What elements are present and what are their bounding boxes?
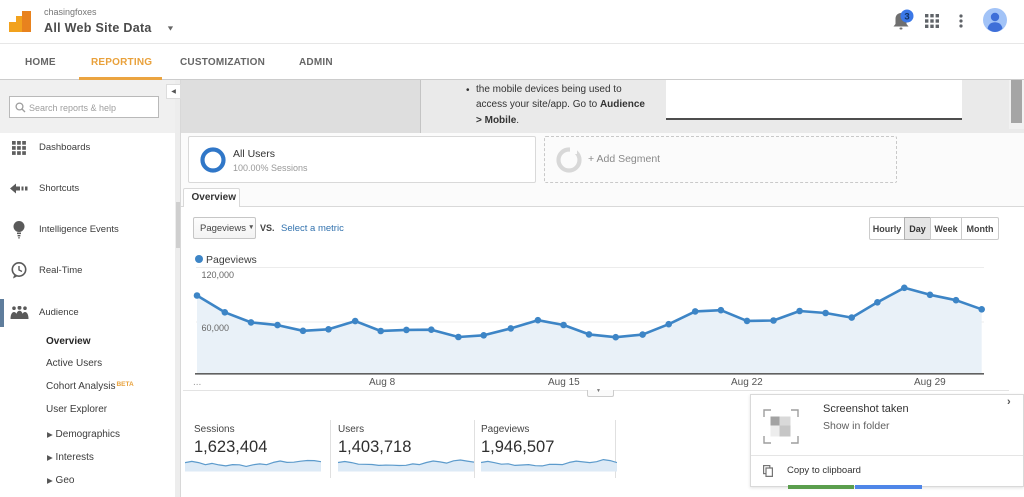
svg-text:3: 3: [904, 11, 909, 22]
svg-text:60,000: 60,000: [202, 323, 230, 333]
svg-text:120,000: 120,000: [202, 270, 235, 280]
